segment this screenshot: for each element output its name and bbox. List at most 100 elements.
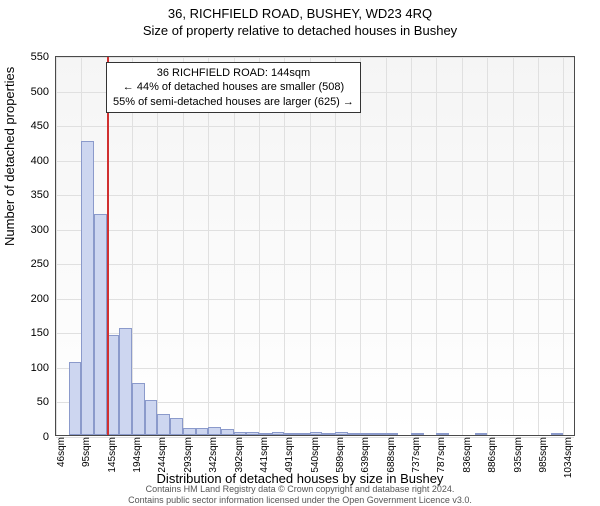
gridline-v [310, 57, 311, 435]
histogram-bar [145, 400, 158, 435]
x-tick-label: 886sqm [487, 437, 490, 473]
gridline-h [56, 126, 574, 127]
x-tick-label: 342sqm [208, 437, 211, 473]
histogram-bar [386, 433, 399, 435]
histogram-bar [94, 214, 107, 435]
gridline-v [284, 57, 285, 435]
y-tick-label: 250 [19, 258, 49, 270]
histogram-bar [234, 432, 247, 435]
x-tick-label: 293sqm [183, 437, 186, 473]
x-tick-label: 688sqm [386, 437, 389, 473]
histogram-bar [335, 432, 348, 435]
footer-line1: Contains HM Land Registry data © Crown c… [146, 484, 455, 494]
gridline-h [56, 230, 574, 231]
x-tick-label: 46sqm [56, 437, 59, 467]
y-tick-label: 500 [19, 86, 49, 98]
y-tick-label: 550 [19, 51, 49, 63]
x-tick-label: 441sqm [259, 437, 262, 473]
gridline-h [56, 264, 574, 265]
histogram-bar [119, 328, 132, 435]
y-tick-label: 0 [19, 431, 49, 443]
x-tick-label: 639sqm [360, 437, 363, 473]
histogram-bar [170, 418, 183, 435]
x-tick-label: 392sqm [234, 437, 237, 473]
property-marker-line [107, 57, 109, 435]
histogram-bar [196, 428, 209, 435]
histogram-bar [475, 433, 488, 435]
gridline-v [538, 57, 539, 435]
y-tick-label: 50 [19, 396, 49, 408]
histogram-bar [551, 433, 564, 435]
gridline-h [56, 57, 574, 58]
gridline-v [436, 57, 437, 435]
x-tick-label: 787sqm [436, 437, 439, 473]
chart-container: 36, RICHFIELD ROAD, BUSHEY, WD23 4RQ Siz… [0, 6, 600, 506]
plot-background: 05010015020025030035040045050055046sqm95… [55, 56, 575, 436]
chart-subtitle: Size of property relative to detached ho… [0, 23, 600, 38]
histogram-bar [81, 141, 94, 435]
histogram-bar [259, 433, 272, 435]
gridline-v [513, 57, 514, 435]
gridline-v [386, 57, 387, 435]
gridline-v [157, 57, 158, 435]
gridline-h [56, 299, 574, 300]
histogram-bar [436, 433, 449, 435]
x-tick-label: 194sqm [132, 437, 135, 473]
x-tick-label: 540sqm [310, 437, 313, 473]
y-tick-label: 300 [19, 224, 49, 236]
footer-attribution: Contains HM Land Registry data © Crown c… [0, 484, 600, 506]
x-tick-label: 491sqm [284, 437, 287, 473]
x-tick-label: 935sqm [513, 437, 516, 473]
histogram-bar [221, 429, 234, 435]
histogram-bar [297, 433, 310, 435]
gridline-v [462, 57, 463, 435]
histogram-bar [132, 383, 145, 435]
y-tick-label: 350 [19, 189, 49, 201]
x-tick-label: 836sqm [462, 437, 465, 473]
gridline-v [411, 57, 412, 435]
info-line2: ← 44% of detached houses are smaller (50… [123, 81, 344, 93]
histogram-bar [69, 362, 82, 435]
property-info-box: 36 RICHFIELD ROAD: 144sqm ← 44% of detach… [106, 62, 361, 113]
info-line3: 55% of semi-detached houses are larger (… [113, 96, 354, 108]
x-tick-label: 589sqm [335, 437, 338, 473]
footer-line2: Contains public sector information licen… [128, 495, 472, 505]
histogram-bar [272, 432, 285, 435]
y-tick-label: 400 [19, 155, 49, 167]
gridline-v [56, 57, 57, 435]
chart-title: 36, RICHFIELD ROAD, BUSHEY, WD23 4RQ [0, 6, 600, 21]
gridline-v [259, 57, 260, 435]
histogram-bar [208, 427, 221, 435]
histogram-bar [183, 428, 196, 435]
y-tick-label: 450 [19, 120, 49, 132]
histogram-bar [322, 433, 335, 435]
y-axis-label: Number of detached properties [2, 67, 17, 246]
x-tick-label: 95sqm [81, 437, 84, 467]
gridline-v [132, 57, 133, 435]
histogram-bar [373, 433, 386, 435]
gridline-v [335, 57, 336, 435]
histogram-bar [360, 433, 373, 435]
gridline-v [487, 57, 488, 435]
histogram-bar [348, 433, 361, 435]
gridline-v [563, 57, 564, 435]
histogram-bar [157, 414, 170, 435]
histogram-bar [246, 432, 259, 435]
gridline-v [183, 57, 184, 435]
gridline-v [360, 57, 361, 435]
gridline-h [56, 195, 574, 196]
y-tick-label: 150 [19, 327, 49, 339]
y-tick-label: 100 [19, 362, 49, 374]
x-tick-label: 244sqm [157, 437, 160, 473]
gridline-v [234, 57, 235, 435]
y-tick-label: 200 [19, 293, 49, 305]
x-tick-label: 737sqm [411, 437, 414, 473]
x-tick-label: 145sqm [107, 437, 110, 473]
histogram-bar [310, 432, 323, 435]
gridline-v [208, 57, 209, 435]
info-line1: 36 RICHFIELD ROAD: 144sqm [157, 67, 310, 79]
histogram-bar [411, 433, 424, 435]
histogram-bar [284, 433, 297, 435]
x-tick-label: 985sqm [538, 437, 541, 473]
gridline-h [56, 368, 574, 369]
